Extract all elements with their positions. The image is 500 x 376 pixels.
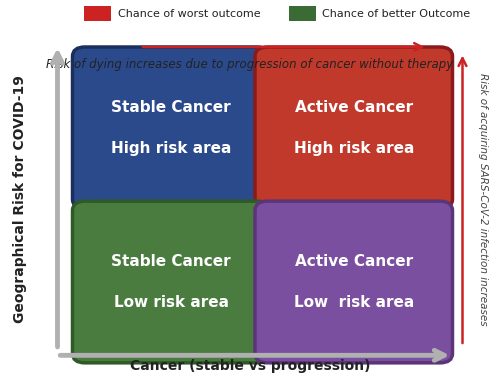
Text: Chance of worst outcome: Chance of worst outcome [118, 9, 260, 18]
Text: Active Cancer: Active Cancer [294, 100, 413, 115]
Text: Active Cancer: Active Cancer [294, 254, 413, 269]
FancyBboxPatch shape [72, 201, 270, 363]
FancyBboxPatch shape [255, 201, 452, 363]
FancyBboxPatch shape [84, 6, 111, 21]
Text: Low  risk area: Low risk area [294, 295, 414, 310]
Text: Chance of better Outcome: Chance of better Outcome [322, 9, 470, 18]
FancyBboxPatch shape [72, 47, 270, 209]
FancyBboxPatch shape [255, 47, 452, 209]
Text: Geographical Risk for COVID-19: Geographical Risk for COVID-19 [13, 75, 27, 323]
Text: Risk of acquiring SARS-CoV-2 infection increases: Risk of acquiring SARS-CoV-2 infection i… [478, 73, 488, 326]
Text: High risk area: High risk area [111, 141, 232, 156]
Text: Cancer (stable vs progression): Cancer (stable vs progression) [130, 359, 370, 373]
Text: High risk area: High risk area [294, 141, 414, 156]
Text: Stable Cancer: Stable Cancer [112, 254, 231, 269]
Text: Stable Cancer: Stable Cancer [112, 100, 231, 115]
Text: Low risk area: Low risk area [114, 295, 229, 310]
Text: Risk of dying increases due to progression of cancer without therapy: Risk of dying increases due to progressi… [46, 58, 454, 71]
FancyBboxPatch shape [289, 6, 316, 21]
